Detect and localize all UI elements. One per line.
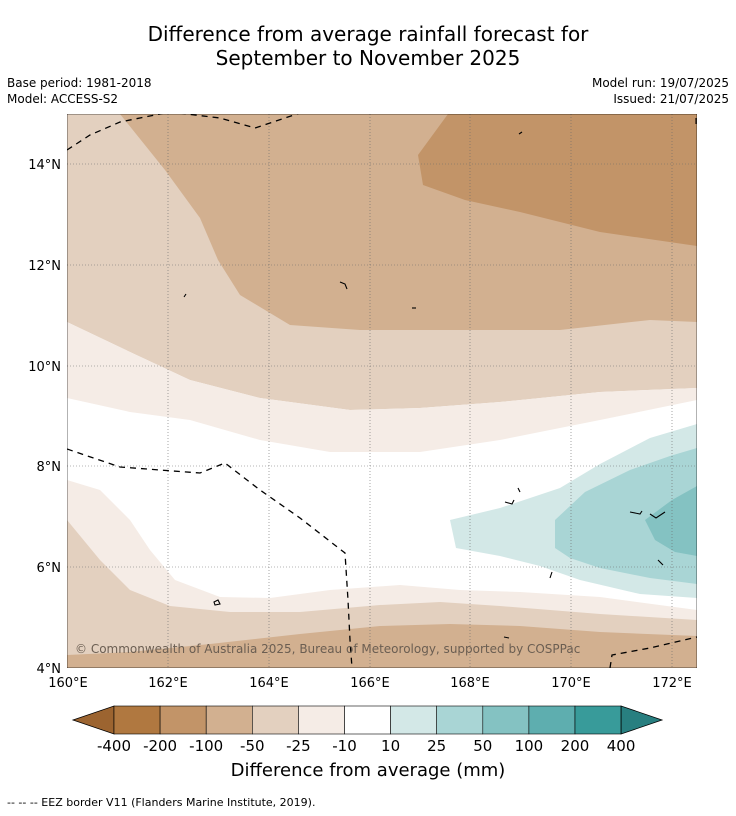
island-atoll	[517, 487, 521, 493]
colorbar-tick-label: -25	[286, 737, 311, 755]
islands	[183, 118, 697, 639]
island-atoll	[649, 511, 666, 519]
anomaly-region-brown-pale-north	[67, 322, 697, 452]
colorbar-tick-label: 50	[473, 737, 492, 755]
island-atoll	[518, 131, 523, 135]
issued-date: Issued: 21/07/2025	[613, 92, 729, 106]
colorbar-extend-low	[71, 705, 115, 735]
island-atoll	[549, 571, 553, 579]
island-atoll	[213, 599, 221, 606]
lat-tick-label: 12°N	[28, 259, 61, 274]
lat-tick-label: 6°N	[37, 561, 62, 576]
latitude-tick-labels: 4°N 6°N 8°N 10°N 12°N 14°N	[28, 158, 61, 677]
island-atoll	[629, 510, 643, 515]
lat-tick-label: 10°N	[28, 360, 61, 375]
lon-tick-label: 160°E	[48, 676, 88, 691]
colorbar-swatch	[574, 705, 622, 735]
colorbar-tick-label: 100	[515, 737, 544, 755]
lon-tick-label: 166°E	[350, 676, 390, 691]
colorbar: -400 -200 -100 -50 -25 -10 10 25 50 100 200 400	[71, 705, 664, 755]
gridlines	[67, 114, 697, 668]
colorbar-swatch	[482, 705, 530, 735]
island-atoll	[339, 281, 348, 290]
lat-tick-label: 14°N	[28, 158, 61, 173]
colorbar-tick-label: 400	[607, 737, 636, 755]
colorbar-extend-high	[620, 705, 664, 735]
lat-tick-label: 4°N	[37, 662, 62, 677]
eez-border-north	[67, 114, 300, 151]
copyright-notice: © Commonwealth of Australia 2025, Bureau…	[75, 642, 580, 656]
colorbar-swatch	[113, 705, 161, 735]
colorbar-tick-label: -50	[240, 737, 265, 755]
island-atoll	[504, 499, 515, 505]
colorbar-tick-label: -10	[332, 737, 357, 755]
island-atoll	[657, 559, 664, 566]
colorbar-swatch	[344, 705, 391, 735]
colorbar-tick-label: -400	[97, 737, 131, 755]
meta-right: Model run: 19/07/2025 Issued: 21/07/2025	[592, 75, 729, 107]
anomaly-region-teal-light	[555, 448, 697, 584]
colorbar-swatch	[205, 705, 253, 735]
title-line-1: Difference from average rainfall forecas…	[147, 22, 589, 46]
colorbar-tick-label: 200	[561, 737, 590, 755]
colorbar-tick-label: 25	[427, 737, 446, 755]
lon-tick-label: 170°E	[551, 676, 591, 691]
lon-tick-label: 168°E	[450, 676, 490, 691]
anomaly-region-brown-mid-south	[67, 624, 697, 668]
colorbar-tick-label: -200	[143, 737, 177, 755]
eez-borders	[67, 114, 697, 668]
lon-tick-label: 172°E	[652, 676, 692, 691]
colorbar-swatch	[528, 705, 576, 735]
longitude-tick-labels: 160°E 162°E 164°E 166°E 168°E 170°E 172°…	[48, 676, 692, 691]
colorbar-swatch	[390, 705, 438, 735]
colorbar-swatch	[436, 705, 484, 735]
lon-tick-label: 162°E	[148, 676, 188, 691]
map-plot-area: © Commonwealth of Australia 2025, Bureau…	[67, 114, 697, 668]
model-run: Model run: 19/07/2025	[591, 76, 729, 90]
colorbar-swatch	[298, 705, 345, 735]
colorbar-swatch	[159, 705, 207, 735]
anomaly-region-teal-mid	[645, 486, 697, 556]
meta-left: Base period: 1981-2018 Model: ACCESS-S2	[7, 75, 152, 107]
lon-tick-label: 164°E	[249, 676, 289, 691]
anomaly-region-brown-dark	[418, 114, 697, 246]
footnote: -- -- -- EEZ border V11 (Flanders Marine…	[7, 796, 316, 809]
eez-border-marshall	[67, 448, 353, 668]
colorbar-tick-label: -100	[189, 737, 223, 755]
lat-tick-label: 8°N	[37, 460, 62, 475]
chart-title: Difference from average rainfall forecas…	[0, 22, 736, 70]
island-atoll	[503, 636, 510, 639]
colorbar-swatch	[252, 705, 299, 735]
model-name: Model: ACCESS-S2	[7, 92, 119, 106]
title-line-2: September to November 2025	[215, 46, 521, 70]
colorbar-title: Difference from average (mm)	[230, 760, 506, 781]
base-period: Base period: 1981-2018	[7, 76, 152, 90]
colorbar-tick-label: 10	[381, 737, 400, 755]
island-atoll	[183, 293, 187, 298]
